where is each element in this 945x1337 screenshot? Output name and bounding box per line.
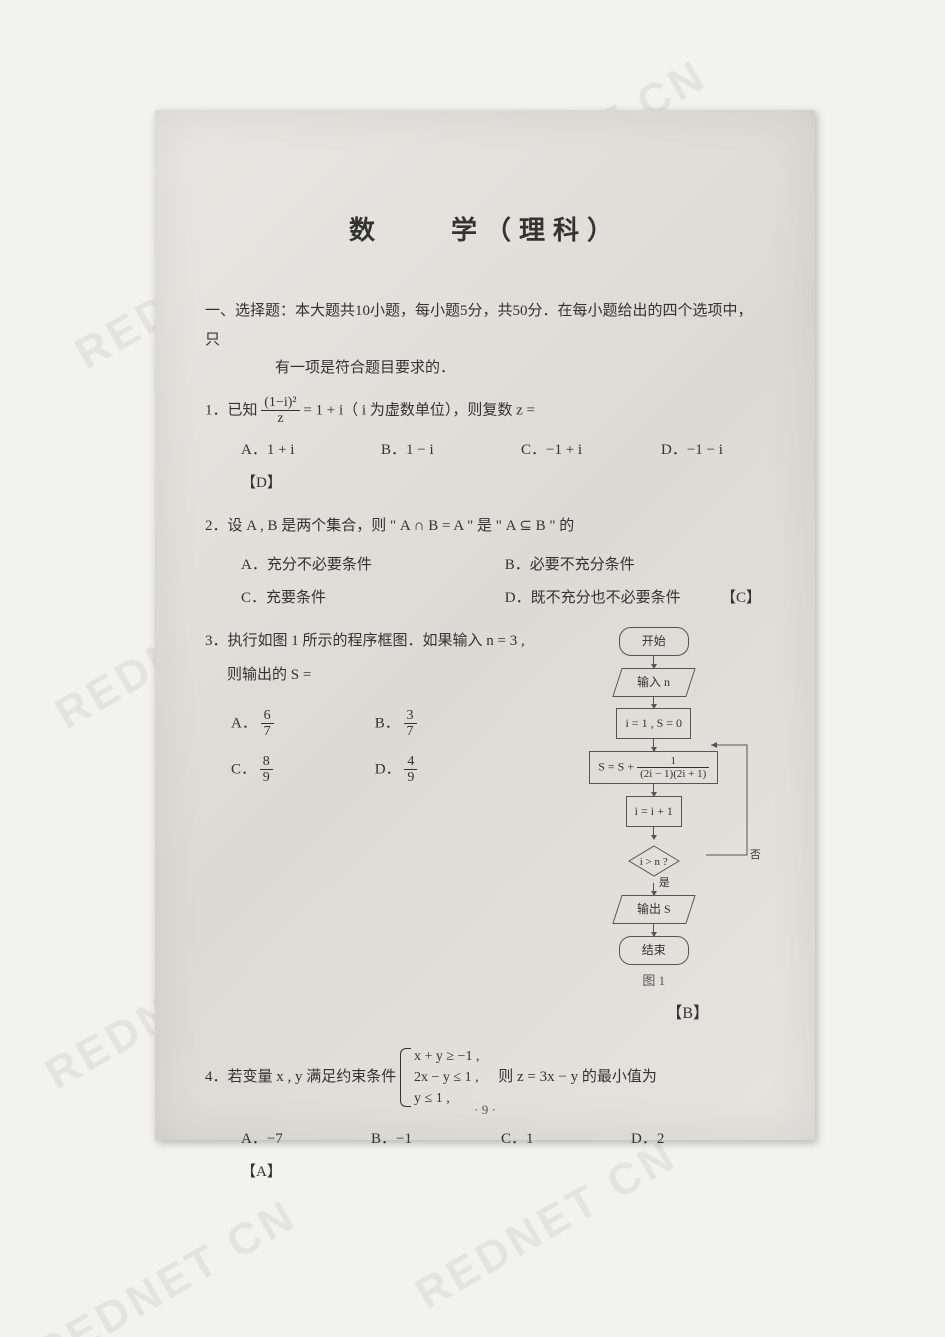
q1-opt-d: D．−1 − i [661,434,751,467]
q3-d-pre: D． [375,761,401,777]
q4-stem-post: 则 z = 3x − y 的最小值为 [483,1069,657,1085]
q3-opt-d: D． 49 [375,754,515,786]
q4-options: A．−7 B．−1 C．1 D．2 【A】 [241,1123,765,1189]
fc-end: 结束 [619,936,689,965]
fc-body-pre: S = S + [598,760,637,774]
q3-d-num: 4 [404,754,417,770]
q1-answer: 【D】 [241,467,282,500]
fc-caption: 图 1 [549,969,759,994]
page-title: 数 学（理科） [155,210,815,247]
page-number: · 9 · [155,1102,815,1118]
q1-opt-a: A．1 + i [241,434,381,467]
q4-opt-a: A．−7 [241,1123,371,1156]
question-2: 2．设 A , B 是两个集合，则 " A ∩ B = A " 是 " A ⊆ … [205,512,765,615]
section-1-line2: 有一项是符合题目要求的． [205,360,455,376]
q3-b-num: 3 [404,708,417,724]
fc-output: 输出 S [612,895,695,924]
fc-body: S = S + 1 (2i − 1)(2i + 1) [589,751,718,784]
q1-stem-post: = 1 + i（ i 为虚数单位），则复数 z = [303,402,535,418]
section-1-heading: 一、选择题：本大题共10小题，每小题5分，共50分．在每小题给出的四个选项中，只… [205,297,765,383]
q3-c-den: 9 [260,770,273,785]
q3-c-num: 8 [260,754,273,770]
fc-cond-text: i > n ? [628,852,680,873]
q3-opt-a: A． 67 [231,708,371,740]
q2-stem: 2．设 A , B 是两个集合，则 " A ∩ B = A " 是 " A ⊆ … [205,518,574,534]
q1-fraction: (1−i)² z [261,395,299,427]
q2-opt-b: B．必要不充分条件 [505,549,645,582]
question-1: 1．已知 (1−i)² z = 1 + i（ i 为虚数单位），则复数 z = … [205,395,765,501]
q4-answer: 【A】 [241,1156,282,1189]
q3-stem-line1: 3．执行如图 1 所示的程序框图．如果输入 n = 3 , [205,627,525,656]
q3-options: A． 67 B． 37 C． 89 D． 49 [231,708,525,800]
q3-c-pre: C． [231,761,256,777]
q4-c2: 2x − y ≤ 1 , [414,1067,479,1088]
watermark: REDNET CN [27,1190,305,1337]
q3-left-column: 3．执行如图 1 所示的程序框图．如果输入 n = 3 , 则输出的 S = A… [205,627,525,800]
q3-flowchart: 开始 输入 n i = 1 , S = 0 S = S + 1 (2i − 1)… [549,627,759,994]
q1-frac-num: (1−i)² [261,395,299,411]
fc-body-num: 1 [637,755,709,768]
q3-a-pre: A． [231,715,257,731]
q3-answer: 【B】 [205,999,709,1029]
q3-d-den: 9 [404,770,417,785]
fc-input: 输入 n [612,668,695,697]
q3-b-den: 7 [404,724,417,739]
q1-opt-c: C．−1 + i [521,434,661,467]
q4-c1: x + y ≥ −1 , [414,1046,479,1067]
q1-frac-den: z [261,411,299,426]
q3-stem-line2: 则输出的 S = [205,661,525,690]
fc-start: 开始 [619,627,689,656]
q4-opt-c: C．1 [501,1123,631,1156]
q3-opt-c: C． 89 [231,754,371,786]
q3-a-num: 6 [261,708,274,724]
fc-increment: i = i + 1 [626,796,682,827]
q2-options: A．充分不必要条件 B．必要不充分条件 C．充要条件 D．既不充分也不必要条件 … [241,549,765,615]
q4-system: x + y ≥ −1 , 2x − y ≤ 1 , y ≤ 1 , [400,1046,479,1109]
q2-opt-c: C．充要条件 [241,582,501,615]
q3-a-den: 7 [261,724,274,739]
q2-opt-a: A．充分不必要条件 [241,549,501,582]
q3-b-pre: B． [375,715,400,731]
fc-init: i = 1 , S = 0 [616,708,691,739]
fc-body-den: (2i − 1)(2i + 1) [637,768,709,780]
question-3: 3．执行如图 1 所示的程序框图．如果输入 n = 3 , 则输出的 S = A… [205,627,765,1030]
q2-opt-d: D．既不充分也不必要条件 [505,582,705,615]
q1-options: A．1 + i B．1 − i C．−1 + i D．−1 − i 【D】 [241,434,765,500]
q4-opt-b: B．−1 [371,1123,501,1156]
fc-decision: i > n ? [628,845,680,877]
q4-stem-pre: 4．若变量 x , y 满足约束条件 [205,1069,400,1085]
q4-opt-d: D．2 [631,1123,721,1156]
section-1-line1: 一、选择题：本大题共10小题，每小题5分，共50分．在每小题给出的四个选项中，只 [205,303,753,348]
fc-yes-label: 是 [659,873,670,894]
q3-opt-b: B． 37 [375,708,515,740]
q1-opt-b: B．1 − i [381,434,521,467]
q2-answer: 【C】 [721,582,761,615]
q1-stem-pre: 1．已知 [205,402,261,418]
fc-no-label: 否 [750,845,761,866]
exam-page: 数 学（理科） 一、选择题：本大题共10小题，每小题5分，共50分．在每小题给出… [155,110,815,1140]
